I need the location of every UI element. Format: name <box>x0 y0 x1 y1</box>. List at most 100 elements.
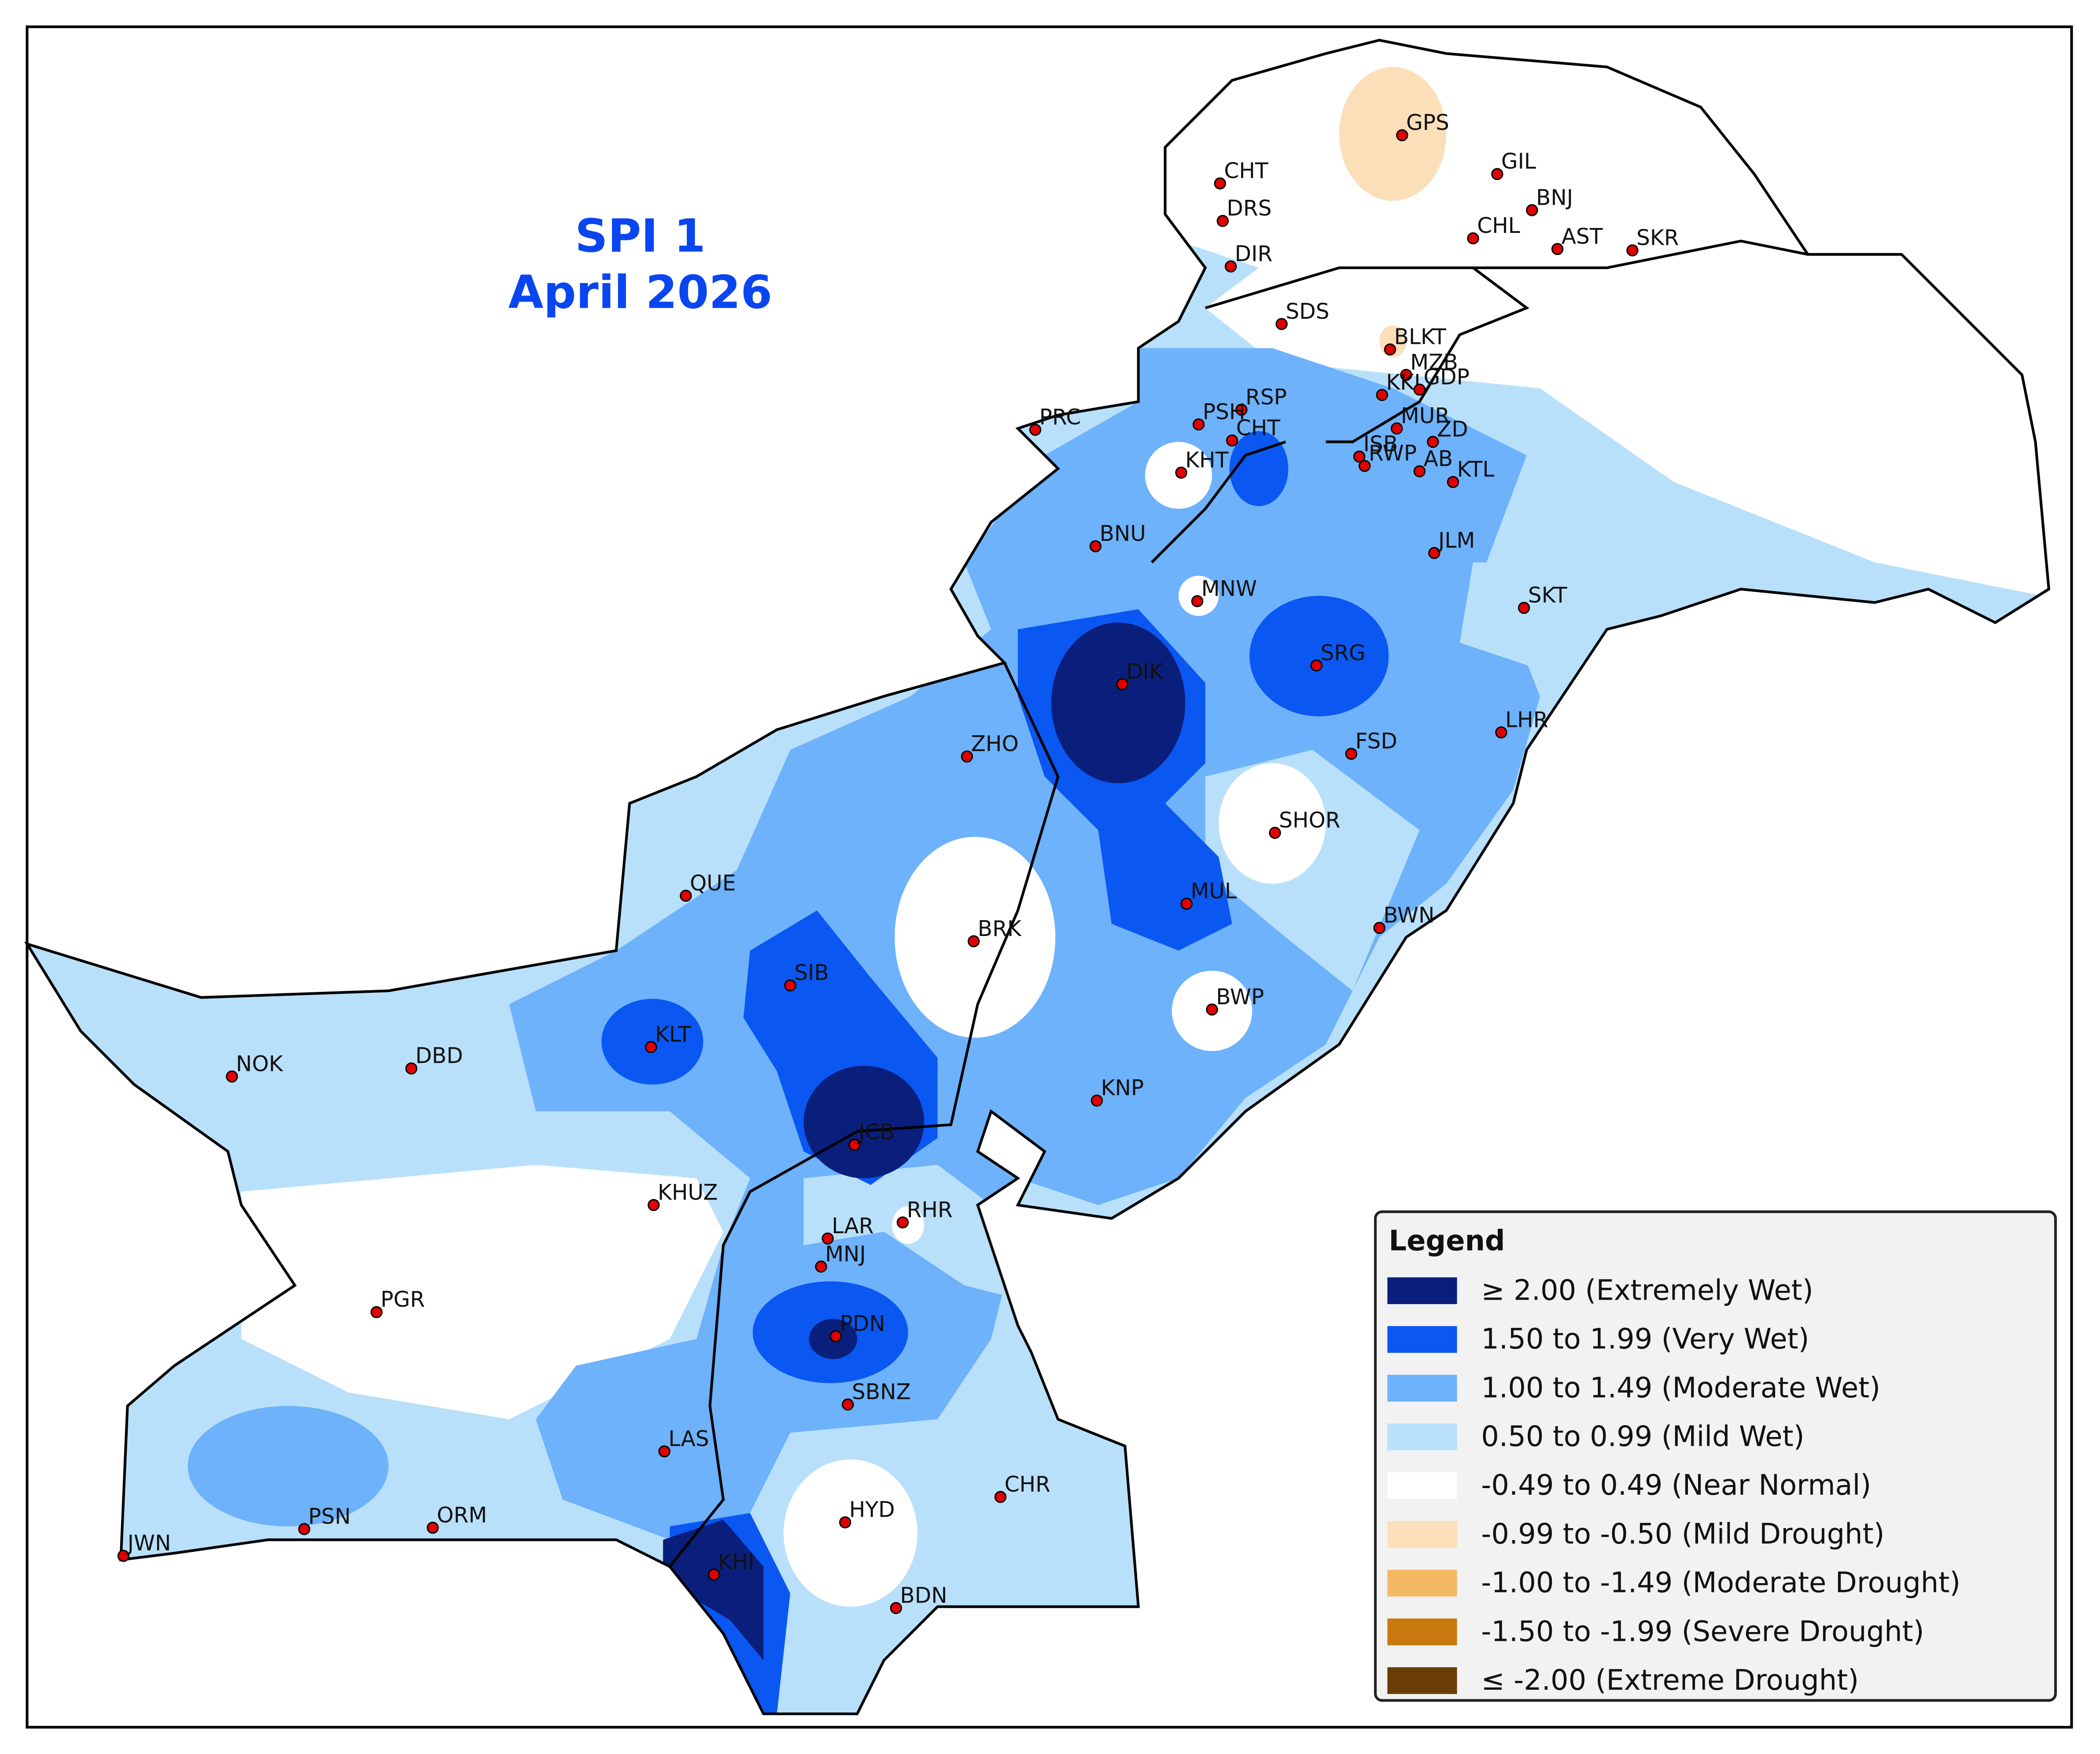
station-dot <box>648 1199 660 1211</box>
legend-label: 1.00 to 1.49 (Moderate Wet) <box>1481 1372 1880 1404</box>
station-label: ZHO <box>971 732 1019 756</box>
station-label: PGR <box>380 1287 425 1312</box>
station-dot <box>1224 260 1237 273</box>
station-label: MZB <box>1410 350 1458 375</box>
station-dot <box>1226 434 1238 447</box>
station-dot <box>1390 422 1403 435</box>
station-label: CHL <box>1477 214 1520 238</box>
station-label: RHR <box>907 1198 953 1222</box>
station-dot <box>707 1568 720 1581</box>
station-dot <box>1518 602 1530 614</box>
zone <box>188 1406 389 1526</box>
station-dot <box>298 1523 310 1535</box>
station-dot <box>1551 243 1564 255</box>
station-dot <box>1216 215 1229 227</box>
station-label: BWP <box>1216 985 1264 1010</box>
station-dot <box>1029 424 1042 436</box>
station-label: MUR <box>1401 404 1450 428</box>
station-label: PDN <box>840 1312 885 1336</box>
station-label: SBNZ <box>852 1380 911 1404</box>
zone <box>1249 596 1389 717</box>
legend: Legend ≥ 2.00 (Extremely Wet) 1.50 to 1.9… <box>1374 1210 2057 1702</box>
station-label: MUL <box>1190 879 1237 904</box>
station-label: MNW <box>1201 576 1257 601</box>
station-label: RWP <box>1369 441 1417 466</box>
station-dot <box>1310 659 1323 672</box>
legend-label: -0.49 to 0.49 (Near Normal) <box>1481 1469 1871 1502</box>
zone <box>663 1519 764 1661</box>
province-border <box>1150 240 1808 564</box>
station-dot <box>680 889 692 902</box>
legend-label: ≥ 2.00 (Extremely Wet) <box>1481 1274 1813 1307</box>
station-dot <box>822 1232 834 1245</box>
station-dot <box>1413 465 1426 478</box>
station-label: PRC <box>1039 405 1081 430</box>
station-label: KLT <box>655 1022 691 1047</box>
station-label: SRG <box>1320 641 1365 665</box>
station-label: GDP <box>1424 365 1470 390</box>
zone <box>1459 562 1607 670</box>
station-dot <box>1526 204 1538 217</box>
station-dot <box>1116 678 1128 690</box>
station-label: KHI <box>718 1550 755 1574</box>
station-dot <box>1175 466 1187 479</box>
legend-swatch <box>1387 1326 1457 1353</box>
zone <box>1051 623 1186 784</box>
station-dot <box>1495 726 1507 739</box>
legend-box <box>1374 1210 2057 1702</box>
station-label: BNU <box>1100 522 1146 546</box>
station-label: KHUZ <box>658 1180 718 1205</box>
station-label: LAS <box>668 1427 709 1452</box>
station-label: GIL <box>1501 149 1536 174</box>
station-dot <box>1373 921 1385 934</box>
station-label: JLM <box>1437 528 1475 553</box>
station-label: KNP <box>1101 1076 1144 1101</box>
station-dot <box>405 1062 418 1075</box>
station-label: HYD <box>849 1498 895 1522</box>
station-label: DIK <box>1126 660 1164 684</box>
legend-swatch <box>1387 1472 1457 1499</box>
station-dot <box>1091 1094 1103 1107</box>
station-label: PSH <box>1203 400 1245 424</box>
station-label: BDN <box>900 1583 947 1608</box>
station-dot <box>658 1445 671 1458</box>
station-dot <box>1384 343 1396 356</box>
station-dot <box>1206 1003 1218 1016</box>
station-dot <box>1491 168 1503 181</box>
station-label: CHT <box>1236 416 1281 440</box>
station-dot <box>1214 177 1226 190</box>
station-dot <box>1180 898 1193 910</box>
station-dot <box>1191 595 1204 608</box>
station-dot <box>117 1550 130 1562</box>
legend-label: ≤ -2.00 (Extreme Drought) <box>1481 1664 1859 1697</box>
station-dot <box>1359 460 1371 472</box>
station-dot <box>1353 450 1366 463</box>
station-label: KHT <box>1185 448 1228 472</box>
station-label: LAR <box>832 1214 873 1238</box>
station-label: BNJ <box>1536 185 1573 210</box>
station-dot <box>1275 318 1288 330</box>
station-label: DRS <box>1227 196 1271 221</box>
station-dot <box>1396 129 1408 141</box>
station-label: DIR <box>1235 242 1273 266</box>
station-dot <box>1413 383 1426 396</box>
province-border <box>668 662 1060 1568</box>
station-label: MNJ <box>825 1242 866 1267</box>
station-dot <box>1400 368 1412 381</box>
station-dot <box>1345 748 1357 760</box>
station-label: QUE <box>690 871 736 895</box>
station-label: BLKT <box>1394 325 1447 350</box>
station-label: AST <box>1562 225 1603 249</box>
station-dot <box>890 1602 902 1614</box>
legend-swatch <box>1387 1423 1457 1451</box>
station-dot <box>839 1516 851 1529</box>
station-dot <box>226 1070 238 1083</box>
station-label: ISB <box>1363 432 1398 457</box>
station-label: ZD <box>1437 417 1468 442</box>
station-dot <box>370 1306 383 1319</box>
station-label: BRK <box>978 917 1022 941</box>
legend-label: -0.99 to -0.50 (Mild Drought) <box>1481 1518 1884 1551</box>
station-dot <box>1428 547 1441 559</box>
